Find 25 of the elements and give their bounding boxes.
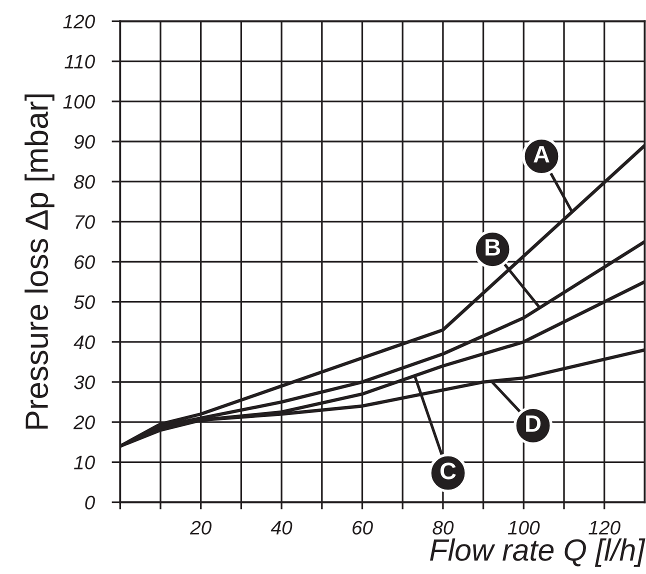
y-tick-label: 120 — [63, 14, 95, 28]
y-tick-label: 30 — [74, 375, 95, 390]
x-tick-label: 40 — [270, 520, 292, 535]
text: B — [486, 239, 500, 256]
x-tick-label: 20 — [190, 520, 212, 535]
y-tick-label: 0 — [85, 496, 95, 510]
text: A — [534, 146, 550, 162]
y-tick-label: 100 — [63, 94, 95, 109]
y-tick-label: 110 — [64, 54, 95, 69]
y-tick-label: 10 — [74, 456, 95, 470]
legend-label: D — [526, 416, 541, 432]
y-tick-label: 40 — [74, 335, 95, 350]
y-tick-label: 90 — [74, 134, 95, 149]
y-tick-label: 80 — [74, 175, 95, 189]
x-tick-label: 60 — [352, 520, 373, 535]
y-tick-label: 60 — [74, 255, 95, 269]
y-tick-label: 50 — [74, 295, 95, 310]
x-tick-label: 120 — [588, 520, 620, 535]
text: C — [440, 462, 456, 480]
y-tick-label: 70 — [76, 215, 95, 229]
x-tick-label: 100 — [508, 520, 540, 535]
y-tick-label: 20 — [73, 416, 95, 430]
x-tick-label: 80 — [432, 520, 454, 535]
x-axis-title: Flow rate Q [l/h] — [430, 538, 646, 567]
y-axis-title: Pressure loss Δp [mbar] — [24, 94, 54, 429]
